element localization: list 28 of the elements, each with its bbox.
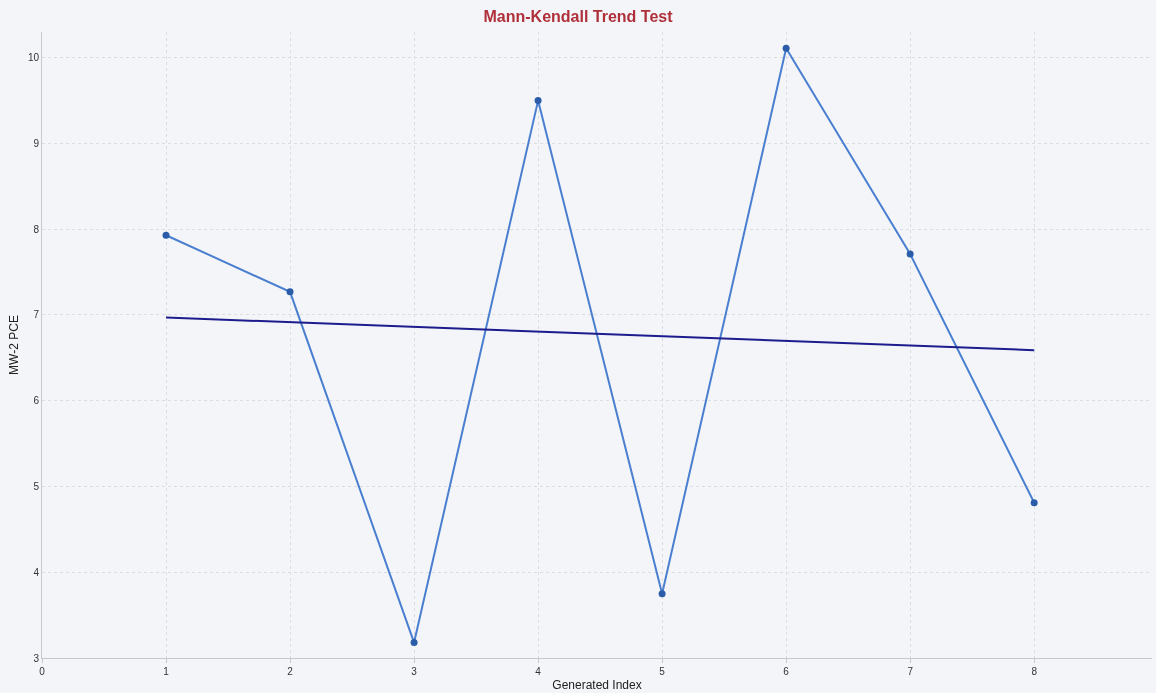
x-tick-label: 0	[39, 666, 46, 677]
y-tick-label: 3	[33, 652, 40, 664]
point	[658, 590, 666, 598]
y-tick-label: 6	[33, 395, 40, 407]
x-tick-label: 4	[535, 666, 542, 677]
x-tick-label: 1	[163, 666, 170, 677]
point	[162, 231, 170, 239]
point	[1030, 499, 1038, 507]
y-tick-label: 4	[33, 566, 40, 578]
chart-title: Mann-Kendall Trend Test	[483, 7, 674, 25]
point	[782, 44, 790, 52]
x-tick-label: 6	[783, 666, 790, 677]
point	[906, 250, 914, 258]
x-tick-label: 2	[287, 666, 294, 677]
y-tick-label: 9	[33, 137, 40, 149]
y-tick-label: 7	[33, 309, 40, 321]
y-tick-label: 10	[27, 52, 40, 64]
x-tick-label: 8	[1031, 666, 1038, 677]
point	[410, 639, 418, 647]
y-tick-label: 8	[33, 223, 40, 235]
x-axis-title: Generated Index	[552, 677, 642, 692]
point	[286, 288, 294, 296]
x-tick-label: 3	[411, 666, 418, 677]
y-axis-title: MW-2 PCE	[7, 315, 22, 375]
x-tick-label: 7	[907, 666, 914, 677]
x-tick-label: 5	[659, 666, 666, 677]
y-tick-label: 5	[33, 480, 40, 492]
point	[534, 97, 542, 105]
